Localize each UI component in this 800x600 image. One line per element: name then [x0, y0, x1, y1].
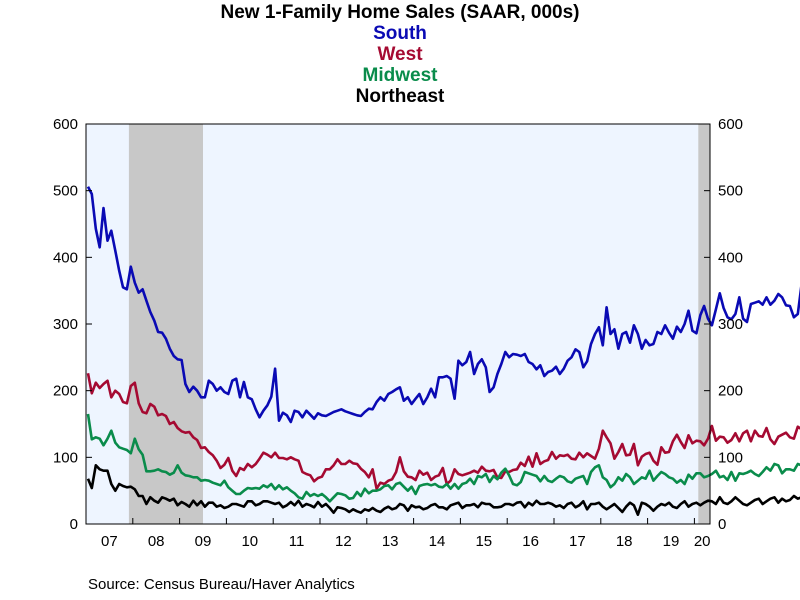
x-tick-label: 19 [663, 533, 680, 550]
x-tick-label: 09 [195, 533, 212, 550]
series-line-south [86, 186, 800, 424]
y-axis: 0 0 100 100 200 200 300 300 400 400 500 500 600 600 [53, 116, 743, 533]
y-tick-label: 500 [718, 183, 743, 200]
x-tick-label: 07 [101, 533, 118, 550]
y-tick-label: 400 [53, 249, 78, 266]
y-tick-label: 100 [53, 449, 78, 466]
y-tick-label: 600 [718, 116, 743, 133]
chart-title: New 1-Family Home Sales (SAAR, 000s) [220, 2, 580, 23]
series-line-northeast [86, 463, 800, 517]
x-tick-label: 08 [148, 533, 165, 550]
x-tick-label: 18 [616, 533, 633, 550]
y-tick-label: 200 [53, 383, 78, 400]
y-tick-label: 400 [718, 249, 743, 266]
x-tick-label: 11 [289, 533, 305, 550]
chart-titles: New 1-Family Home Sales (SAAR, 000s) Sou… [0, 2, 800, 107]
x-axis: 07 08 09 10 11 12 13 14 15 16 17 18 19 20 [101, 518, 711, 550]
y-tick-label: 0 [70, 516, 78, 533]
x-tick-label: 13 [382, 533, 399, 550]
x-tick-label: 10 [241, 533, 258, 550]
series-lines [86, 186, 800, 517]
source-note: Source: Census Bureau/Haver Analytics [88, 576, 355, 593]
y-tick-label: 0 [718, 516, 726, 533]
series-line-west [86, 373, 800, 491]
legend-northeast: Northeast [355, 86, 445, 107]
y-tick-label: 500 [53, 183, 78, 200]
y-tick-label: 200 [718, 383, 743, 400]
legend-west: West [377, 44, 423, 65]
x-tick-label: 14 [429, 533, 446, 550]
series-line-midwest [86, 413, 800, 503]
x-tick-label: 20 [694, 533, 711, 550]
y-tick-label: 600 [53, 116, 78, 133]
y-tick-label: 300 [53, 316, 78, 333]
x-tick-label: 12 [335, 533, 352, 550]
x-tick-label: 15 [475, 533, 492, 550]
y-tick-label: 300 [718, 316, 743, 333]
recession-band [128, 124, 203, 524]
legend-midwest: Midwest [362, 65, 438, 86]
x-tick-label: 17 [569, 533, 586, 550]
x-tick-label: 16 [522, 533, 539, 550]
y-tick-label: 100 [718, 449, 743, 466]
legend-south: South [373, 23, 427, 44]
